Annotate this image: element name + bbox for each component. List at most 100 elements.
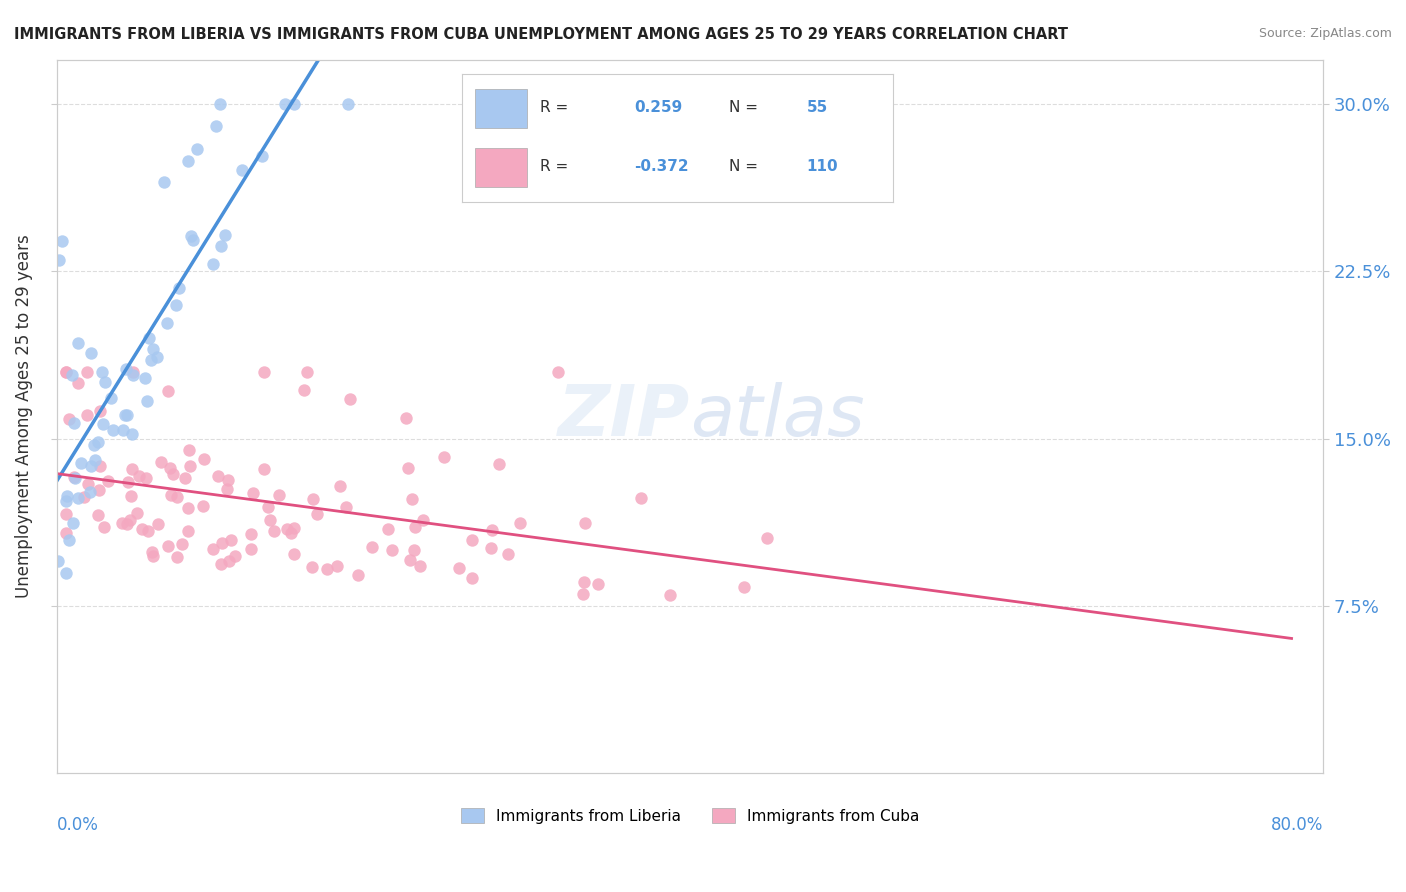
Point	[276, 522, 298, 536]
Point	[263, 524, 285, 538]
Text: Source: ZipAtlas.com: Source: ZipAtlas.com	[1258, 27, 1392, 40]
Point	[67, 335, 90, 350]
Point	[242, 485, 264, 500]
Point	[115, 516, 138, 531]
Point	[117, 408, 139, 422]
Point	[239, 527, 262, 541]
Point	[207, 468, 229, 483]
Point	[70, 456, 93, 470]
Point	[273, 97, 295, 112]
Point	[89, 404, 111, 418]
Point	[89, 483, 111, 497]
Point	[101, 423, 124, 437]
Point	[186, 142, 208, 156]
Point	[239, 541, 262, 556]
Point	[181, 233, 204, 247]
Point	[381, 543, 404, 558]
Point	[214, 227, 236, 242]
Point	[337, 97, 360, 112]
Point	[481, 524, 503, 538]
Point	[55, 365, 77, 379]
Point	[179, 458, 201, 473]
Point	[292, 383, 315, 397]
Point	[325, 558, 347, 573]
Point	[339, 392, 361, 406]
Point	[121, 368, 143, 382]
Point	[67, 376, 90, 391]
Point	[48, 253, 70, 268]
Point	[142, 343, 165, 357]
Point	[488, 458, 510, 472]
Point	[93, 520, 115, 534]
Y-axis label: Unemployment Among Ages 25 to 29 years: Unemployment Among Ages 25 to 29 years	[15, 235, 32, 599]
Point	[180, 228, 202, 243]
Point	[138, 330, 160, 344]
Point	[93, 375, 115, 389]
Point	[67, 491, 90, 506]
Point	[283, 97, 305, 112]
Point	[159, 487, 181, 501]
Point	[55, 490, 77, 504]
Point	[76, 408, 98, 422]
Point	[55, 566, 77, 580]
Point	[283, 547, 305, 561]
Point	[395, 410, 418, 425]
Point	[83, 453, 105, 467]
Point	[121, 365, 143, 379]
Point	[156, 316, 179, 330]
Point	[447, 561, 470, 575]
Point	[136, 393, 159, 408]
Point	[733, 580, 755, 594]
Point	[156, 539, 179, 553]
Point	[215, 482, 238, 496]
Point	[572, 575, 595, 590]
Point	[142, 549, 165, 563]
Point	[433, 450, 456, 465]
Point	[131, 522, 153, 536]
Point	[347, 568, 370, 582]
Point	[167, 281, 190, 295]
Point	[79, 345, 101, 359]
Point	[269, 488, 291, 502]
Point	[572, 587, 595, 601]
Point	[117, 475, 139, 489]
Point	[89, 458, 111, 473]
Point	[401, 492, 423, 507]
Point	[404, 543, 426, 558]
Text: atlas: atlas	[690, 382, 865, 450]
Point	[176, 501, 198, 516]
Point	[55, 508, 77, 522]
Point	[111, 424, 134, 438]
Point	[588, 577, 610, 591]
Point	[121, 462, 143, 476]
Point	[231, 163, 253, 178]
Point	[398, 552, 420, 566]
Point	[63, 470, 86, 484]
Point	[630, 491, 652, 505]
Point	[412, 513, 434, 527]
Point	[55, 365, 77, 379]
Point	[170, 537, 193, 551]
Point	[295, 365, 318, 379]
Point	[283, 521, 305, 535]
Text: IMMIGRANTS FROM LIBERIA VS IMMIGRANTS FROM CUBA UNEMPLOYMENT AMONG AGES 25 TO 29: IMMIGRANTS FROM LIBERIA VS IMMIGRANTS FR…	[14, 27, 1069, 42]
Point	[97, 475, 120, 489]
Point	[91, 417, 114, 431]
Point	[139, 353, 162, 368]
Point	[90, 366, 112, 380]
Point	[118, 513, 141, 527]
Point	[253, 365, 276, 379]
Point	[60, 368, 83, 382]
Point	[257, 500, 280, 515]
Point	[79, 484, 101, 499]
Point	[87, 435, 110, 450]
Point	[479, 541, 502, 555]
Point	[121, 426, 143, 441]
Point	[58, 412, 80, 426]
Point	[86, 508, 108, 522]
Point	[63, 471, 86, 485]
Point	[259, 513, 281, 527]
Point	[100, 391, 122, 405]
Point	[756, 531, 779, 545]
Point	[135, 471, 157, 485]
